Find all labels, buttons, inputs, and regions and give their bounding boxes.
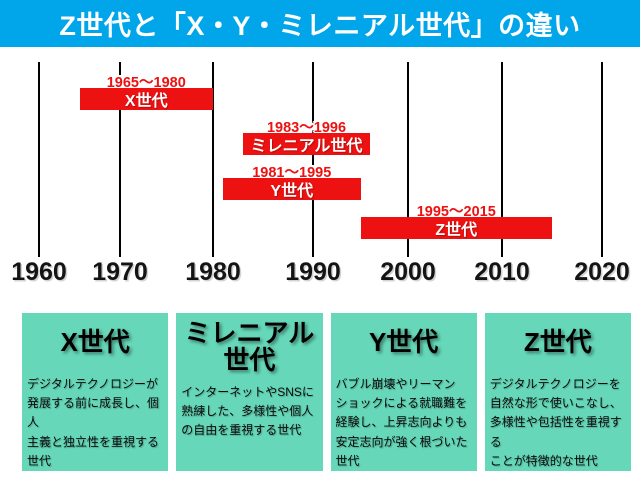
generation-card-4: Z世代デジタルテクノロジーを 自然な形で使いこなし、 多様性や包括性を重視する …	[484, 313, 631, 471]
page-title: Z世代と「X・Y・ミレニアル世代」の違い	[59, 11, 581, 41]
gridline-2010	[501, 62, 503, 257]
generation-card-1: X世代デジタルテクノロジーが 発展する前に成長し、個人 主義と独立性を重視する …	[22, 313, 169, 471]
generation-bar-label: Y世代	[270, 183, 314, 200]
generation-card-2: ミレニアル世代インターネットやSNSに 熟練した、多様性や個人 の自由を重視する…	[176, 313, 323, 471]
generation-card-3: Y世代バブル崩壊やリーマン ショックによる就職難を 経験し、上昇志向よりも 安定…	[330, 313, 477, 471]
axis-tick-2020: 2020	[574, 258, 630, 286]
generation-bar-X世代: X世代	[79, 88, 213, 110]
axis-tick-1980: 1980	[185, 258, 241, 286]
card-title: X世代	[60, 327, 130, 358]
generation-bar-label: X世代	[124, 93, 168, 110]
card-description: デジタルテクノロジーが 発展する前に成長し、個人 主義と独立性を重視する 世代	[27, 377, 160, 468]
card-description: デジタルテクノロジーを 自然な形で使いこなし、 多様性や包括性を重視する ことが…	[489, 377, 622, 468]
gridline-1990	[312, 62, 314, 257]
gridline-1960	[38, 62, 40, 257]
range-label-Y世代: 1981〜1995	[252, 165, 332, 181]
generation-timeline-chart: 1965〜1980 X世代 1983〜1996 ミレニアル世代 1981〜1995 Y世代…	[11, 62, 630, 286]
generation-bar-Z世代: Z世代	[360, 217, 552, 239]
axis-tick-1990: 1990	[285, 258, 341, 286]
generation-bar-ミレニアル世代: ミレニアル世代	[243, 133, 370, 155]
card-description: インターネットやSNSに 熟練した、多様性や個人 の自由を重視する世代	[181, 385, 314, 438]
gridline-2000	[407, 62, 409, 257]
generation-cards-row: X世代デジタルテクノロジーが 発展する前に成長し、個人 主義と独立性を重視する …	[22, 313, 631, 471]
card-description: バブル崩壊やリーマン ショックによる就職難を 経験し、上昇志向よりも 安定志向が…	[335, 377, 468, 468]
gridline-1970	[119, 62, 121, 257]
generation-bar-Y世代: Y世代	[223, 178, 361, 200]
card-title: Y世代	[368, 327, 439, 358]
gridline-2020	[601, 62, 603, 257]
axis-tick-2000: 2000	[380, 258, 436, 286]
generation-bar-label: ミレニアル世代	[250, 138, 363, 155]
card-title: ミレニアル世代	[184, 317, 315, 375]
axis-tick-1960: 1960	[11, 258, 67, 286]
range-label-Z世代: 1995〜2015	[416, 204, 496, 220]
card-title: Z世代	[523, 327, 592, 358]
range-label-X世代: 1965〜1980	[106, 75, 186, 91]
range-label-ミレニアル世代: 1983〜1996	[266, 120, 347, 136]
axis-tick-2010: 2010	[474, 258, 530, 286]
axis-tick-1970: 1970	[92, 258, 148, 286]
generation-bar-label: Z世代	[435, 222, 478, 239]
gridline-1980	[212, 62, 214, 257]
title-banner: Z世代と「X・Y・ミレニアル世代」の違い	[0, 0, 640, 47]
